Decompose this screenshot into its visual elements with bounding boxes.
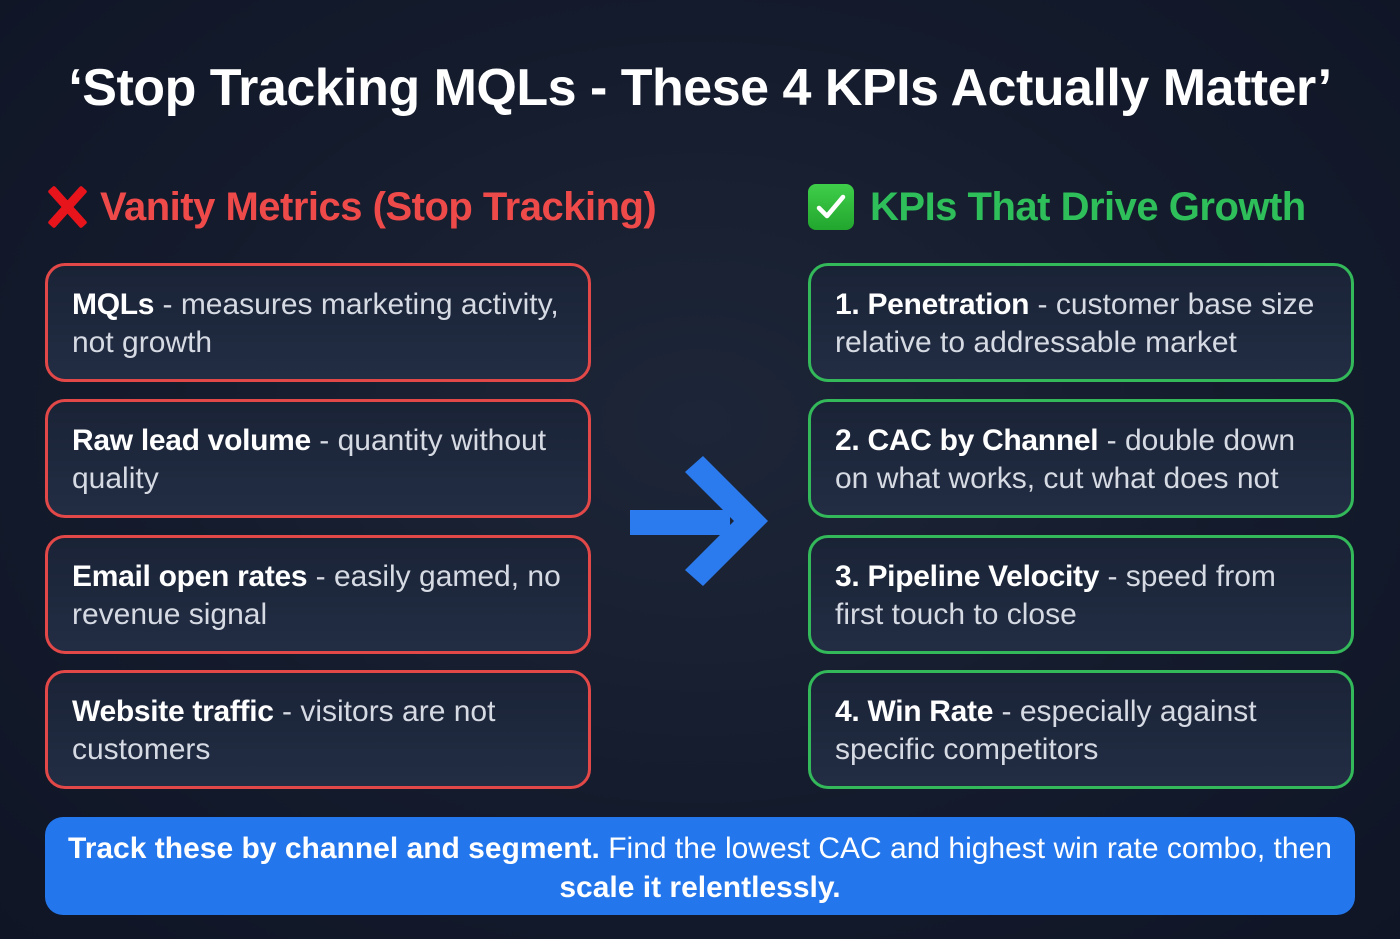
- right-arrow-icon: [630, 456, 768, 586]
- kpi-card-cac-by-channel: 2. CAC by Channel - double down on what …: [808, 399, 1354, 518]
- kpi-term: 3. Pipeline Velocity: [835, 560, 1100, 593]
- kpi-description: customer base size relative to addressab…: [835, 288, 1315, 359]
- metric-description: measures marketing activity, not growth: [72, 288, 559, 359]
- kpi-separator: -: [1099, 560, 1126, 593]
- takeaway-bold-end: scale it relentlessly.: [559, 871, 841, 904]
- takeaway-middle: Find the lowest CAC and highest win rate…: [599, 832, 1332, 865]
- metric-term: Email open rates: [72, 560, 308, 593]
- metric-separator: -: [273, 695, 301, 728]
- vanity-metric-card-mqls: MQLs - measures marketing activity, not …: [45, 263, 591, 382]
- metric-separator: -: [307, 560, 334, 593]
- page-title: ‘Stop Tracking MQLs - These 4 KPIs Actua…: [68, 59, 1332, 117]
- kpi-separator: -: [1029, 288, 1056, 321]
- metric-separator: -: [310, 424, 338, 457]
- growth-kpis-heading-label: KPIs That Drive Growth: [870, 184, 1306, 229]
- metric-description: quantity without quality: [72, 424, 547, 495]
- kpi-card-win-rate: 4. Win Rate - especially against specifi…: [808, 670, 1354, 789]
- takeaway-banner: Track these by channel and segment. Find…: [45, 817, 1355, 915]
- kpi-term: 2. CAC by Channel: [835, 424, 1099, 457]
- metric-description: easily gamed, no revenue signal: [72, 560, 561, 631]
- kpi-card-pipeline-velocity: 3. Pipeline Velocity - speed from first …: [808, 535, 1354, 654]
- red-cross-mark-icon: [44, 184, 90, 230]
- metric-description: visitors are not customers: [72, 695, 496, 766]
- kpi-term: 4. Win Rate: [835, 695, 994, 728]
- vanity-metric-card-website-traffic: Website traffic - visitors are not custo…: [45, 670, 591, 789]
- vanity-metrics-heading: Vanity Metrics (Stop Tracking): [44, 184, 657, 230]
- kpi-separator: -: [1098, 424, 1125, 457]
- growth-kpis-heading: KPIs That Drive Growth: [808, 184, 1306, 230]
- green-check-mark-icon: [808, 184, 854, 230]
- metric-term: Website traffic: [72, 695, 274, 728]
- kpi-term: 1. Penetration: [835, 288, 1030, 321]
- vanity-metric-card-email-open-rates: Email open rates - easily gamed, no reve…: [45, 535, 591, 654]
- metric-term: MQLs: [72, 288, 155, 321]
- kpi-description: speed from first touch to close: [835, 560, 1276, 631]
- kpi-description: especially against specific competitors: [835, 695, 1257, 766]
- vanity-metric-card-raw-lead-volume: Raw lead volume - quantity without quali…: [45, 399, 591, 518]
- vanity-metrics-heading-label: Vanity Metrics (Stop Tracking): [100, 184, 657, 229]
- takeaway-bold-lead: Track these by channel and segment.: [68, 832, 600, 865]
- metric-separator: -: [154, 288, 181, 321]
- kpi-card-penetration: 1. Penetration - customer base size rela…: [808, 263, 1354, 382]
- metric-term: Raw lead volume: [72, 424, 311, 457]
- kpi-description: double down on what works, cut what does…: [835, 424, 1296, 495]
- kpi-separator: -: [993, 695, 1020, 728]
